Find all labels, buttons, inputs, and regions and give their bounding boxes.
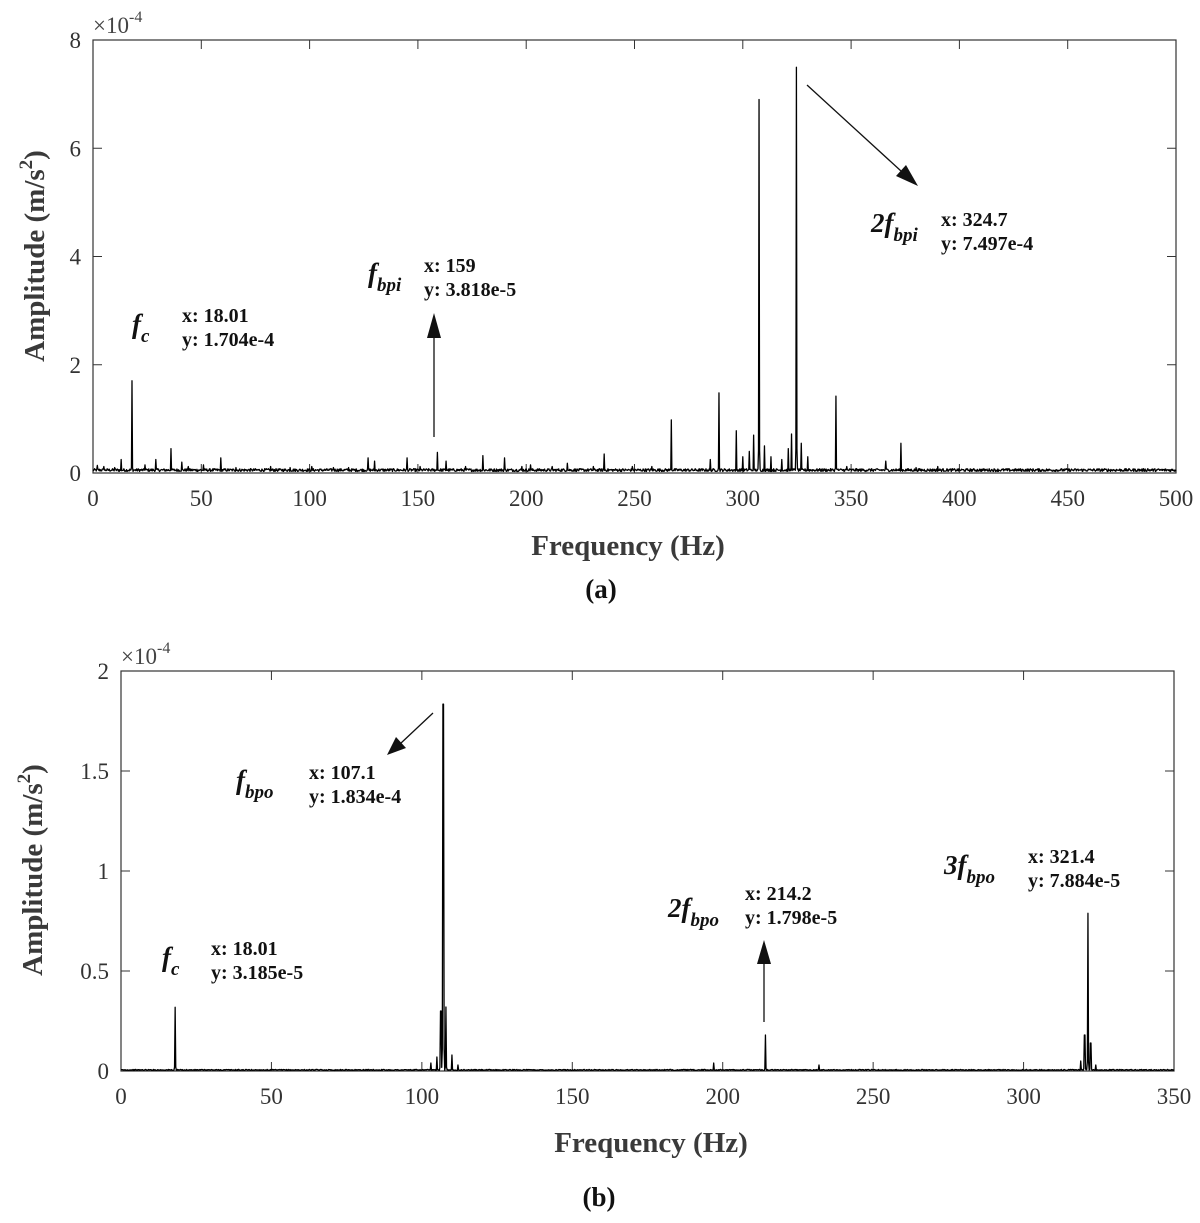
x-tick-label: 150: [555, 1084, 590, 1109]
x-tick-label: 250: [617, 486, 652, 511]
x-tick-label: 300: [1006, 1084, 1041, 1109]
x-tick-label: 200: [705, 1084, 740, 1109]
peak-label-fbpo: fbpo: [236, 765, 274, 803]
annotation-fbpo-b: fbpo x: 107.1 y: 1.834e-4: [236, 712, 434, 808]
plot-frame-b: [120, 670, 1175, 1072]
peak-y-readout: y: 7.497e-4: [941, 233, 1033, 255]
x-axis-title-b: Frequency (Hz): [554, 1127, 748, 1159]
x-tick-label: 200: [509, 486, 544, 511]
peak-y-readout: y: 3.185e-5: [211, 962, 303, 984]
annotation-2fbpi-a: 2fbpi x: 324.7 y: 7.497e-4: [806, 84, 1033, 255]
annotation-2fbpo-b: 2fbpo x: 214.2 y: 1.798e-5: [667, 883, 837, 1022]
x-axis-title-a: Frequency (Hz): [531, 530, 725, 562]
y-multiplier-b: ×10-4: [121, 640, 170, 669]
panel-label-a: (a): [585, 574, 616, 604]
x-tick-label: 350: [1157, 1084, 1192, 1109]
peak-x-readout: x: 18.01: [211, 938, 278, 960]
peak-label-2fbpo: 2fbpo: [667, 893, 719, 931]
annotation-fc-a: fc x: 18.01 y: 1.704e-4: [132, 305, 274, 351]
spectrum-line-b: [120, 703, 1175, 1072]
peak-label-3fbpo: 3fbpo: [943, 850, 995, 888]
annotation-fc-b: fc x: 18.01 y: 3.185e-5: [162, 938, 303, 984]
y-tick-label: 1.5: [80, 759, 109, 784]
y-axis-title-b: Amplitude (m/s2): [14, 764, 49, 976]
arrowhead-fbpo: [387, 737, 406, 755]
peak-x-readout: x: 159: [424, 255, 476, 277]
y-tick-label: 2: [98, 659, 110, 684]
x-tick-label: 100: [292, 486, 327, 511]
peak-x-readout: x: 107.1: [309, 762, 376, 784]
y-tick-label: 4: [70, 245, 82, 270]
x-tick-label: 0: [87, 486, 99, 511]
arrow-fbpo: [399, 712, 434, 745]
spectrum-line-a: [92, 66, 1177, 473]
y-tick-label: 0: [70, 461, 82, 486]
arrowhead-2fbpo: [757, 940, 771, 964]
x-tick-label: 500: [1159, 486, 1194, 511]
peak-y-readout: y: 3.818e-5: [424, 279, 516, 301]
y-tick-label: 6: [70, 136, 82, 161]
y-tick-label: 1: [98, 859, 110, 884]
y-tick-label: 2: [70, 353, 82, 378]
arrowhead-fbpi: [427, 313, 441, 338]
x-tick-label: 50: [260, 1084, 283, 1109]
panel-a: 0 50 100 150 200 250 300 350 400 450 500 0 2 4 6 8 ×10-…: [16, 9, 1193, 604]
y-tick-label: 0.5: [80, 959, 109, 984]
peak-y-readout: y: 1.798e-5: [745, 907, 837, 929]
x-tick-label: 100: [405, 1084, 440, 1109]
x-tick-label: 250: [856, 1084, 891, 1109]
axis-ticks-a: 0 50 100 150 200 250 300 350 400 450 500 0 2 4 6 8: [70, 28, 1194, 511]
x-tick-label: 300: [726, 486, 761, 511]
plot-frame-a: [92, 39, 1177, 474]
arrowhead-2fbpi: [896, 165, 918, 186]
x-tick-label: 350: [834, 486, 869, 511]
peak-label-fc: fc: [132, 309, 150, 347]
arrow-2fbpi: [806, 84, 902, 172]
annotation-3fbpo-b: 3fbpo x: 321.4 y: 7.884e-5: [943, 846, 1120, 892]
y-tick-label: 0: [98, 1059, 110, 1084]
panel-label-b: (b): [583, 1182, 616, 1212]
y-tick-label: 8: [70, 28, 82, 53]
peak-x-readout: x: 18.01: [182, 305, 249, 327]
peak-y-readout: y: 7.884e-5: [1028, 870, 1120, 892]
x-tick-label: 50: [190, 486, 213, 511]
peak-y-readout: y: 1.704e-4: [182, 329, 274, 351]
y-axis-title-a: Amplitude (m/s2): [16, 150, 51, 362]
peak-y-readout: y: 1.834e-4: [309, 786, 401, 808]
peak-x-readout: x: 321.4: [1028, 846, 1095, 868]
peak-label-fc: fc: [162, 942, 180, 980]
x-tick-label: 150: [401, 486, 436, 511]
peak-x-readout: x: 324.7: [941, 209, 1008, 231]
x-tick-label: 400: [942, 486, 977, 511]
annotation-fbpi-a: fbpi x: 159 y: 3.818e-5: [368, 255, 516, 437]
peak-x-readout: x: 214.2: [745, 883, 812, 905]
peak-label-fbpi: fbpi: [368, 258, 402, 296]
axis-ticks-b: 0 50 100 150 200 250 300 350 0 0.5 1 1.5 2: [80, 659, 1191, 1109]
peak-label-2fbpi: 2fbpi: [870, 208, 919, 246]
x-tick-label: 450: [1050, 486, 1085, 511]
y-multiplier-a: ×10-4: [93, 9, 142, 38]
x-tick-label: 0: [115, 1084, 127, 1109]
panel-b: 0 50 100 150 200 250 300 350 0 0.5 1 1.5 2 ×10-4 Fre…: [14, 640, 1191, 1212]
